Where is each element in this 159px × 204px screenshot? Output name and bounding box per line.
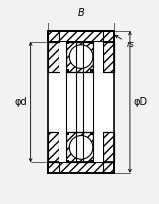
Bar	[90, 160, 93, 162]
Circle shape	[69, 45, 93, 68]
Bar	[59, 132, 66, 162]
Bar	[66, 132, 69, 135]
Bar	[48, 162, 114, 173]
Text: rs: rs	[115, 35, 135, 49]
Bar	[90, 42, 93, 44]
Bar	[66, 132, 93, 162]
Bar	[48, 31, 114, 173]
Bar	[66, 69, 69, 72]
Bar	[48, 132, 59, 162]
Bar	[66, 160, 69, 162]
Bar	[103, 42, 114, 72]
Circle shape	[69, 136, 93, 159]
Bar	[48, 162, 114, 173]
Bar	[48, 31, 114, 173]
Bar	[48, 42, 59, 72]
Text: φd: φd	[14, 97, 27, 107]
Bar	[103, 42, 114, 72]
Bar	[103, 132, 114, 162]
Bar	[48, 31, 114, 42]
Bar	[66, 42, 93, 72]
Text: B: B	[78, 8, 84, 18]
Bar	[93, 42, 103, 72]
Bar	[103, 132, 114, 162]
Bar	[66, 42, 93, 72]
Bar	[48, 42, 59, 72]
Bar	[48, 132, 59, 162]
Bar	[93, 132, 103, 162]
Text: φD: φD	[134, 97, 148, 107]
Bar	[66, 42, 69, 44]
Bar	[90, 69, 93, 72]
Bar	[59, 42, 66, 72]
Bar	[48, 31, 114, 42]
Bar	[90, 132, 93, 135]
Bar	[66, 132, 93, 162]
